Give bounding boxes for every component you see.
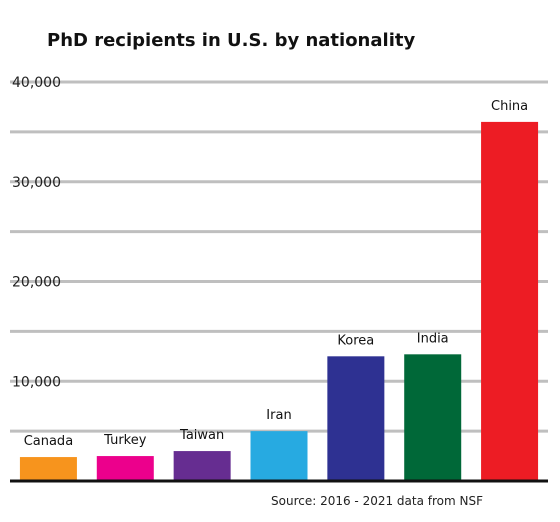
source-note: Source: 2016 - 2021 data from NSF — [271, 494, 484, 508]
bar-label: Turkey — [103, 433, 147, 448]
bar — [173, 451, 231, 481]
y-tick-label: 40,000 — [12, 75, 61, 91]
bar-label: Iran — [266, 408, 291, 423]
chart-title: PhD recipients in U.S. by nationality — [47, 30, 416, 51]
bar — [404, 354, 462, 481]
bar — [481, 121, 539, 482]
bar-label: China — [491, 99, 528, 114]
y-tick-label: 10,000 — [12, 374, 61, 390]
bar — [327, 356, 385, 481]
bar — [96, 456, 154, 481]
bar-label: Canada — [24, 434, 73, 449]
bar-label: Taiwan — [179, 428, 224, 443]
y-tick-label: 20,000 — [12, 275, 61, 291]
bar — [19, 457, 77, 481]
bar-label: India — [417, 331, 449, 346]
bar — [250, 431, 308, 481]
y-tick-label: 30,000 — [12, 175, 61, 191]
bar-label: Korea — [337, 333, 374, 348]
